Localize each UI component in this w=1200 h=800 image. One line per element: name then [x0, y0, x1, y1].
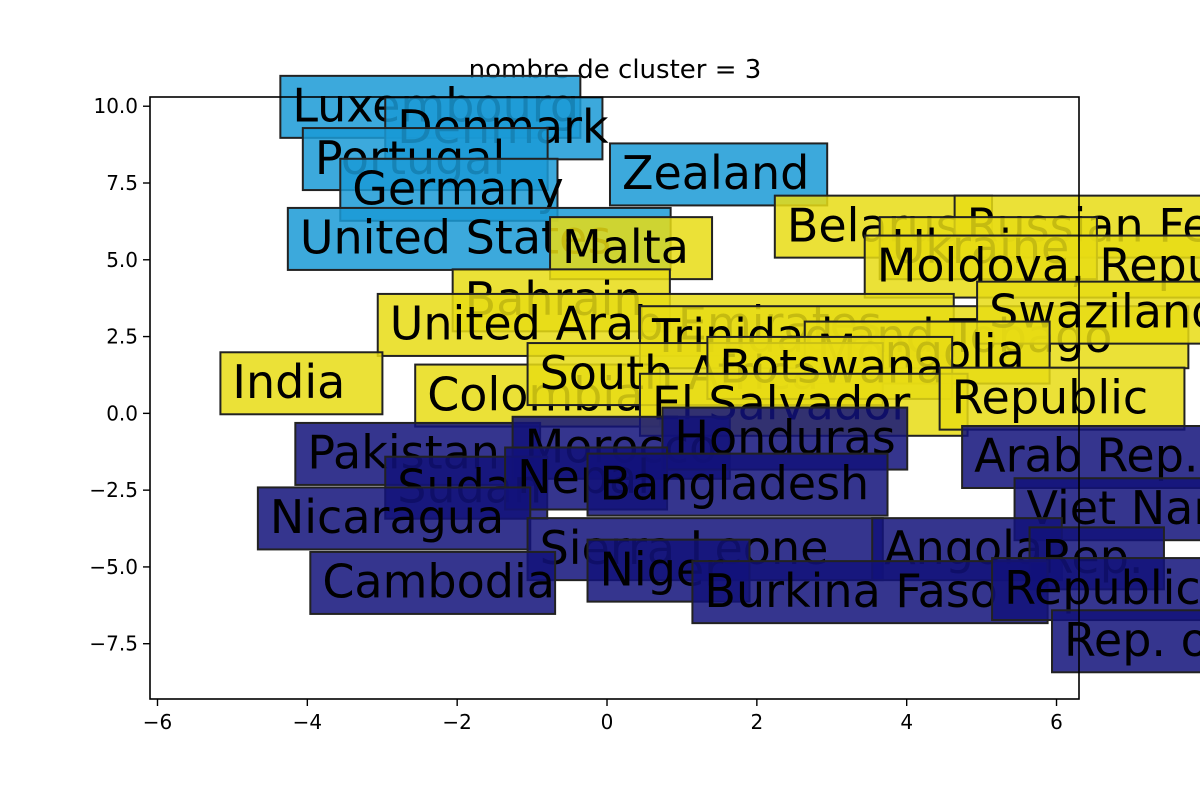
country-label: India [219, 351, 384, 416]
country-label-text: Burkina Faso [704, 564, 998, 618]
label-box [938, 366, 1186, 431]
y-tick-label: 5.0 [106, 248, 138, 272]
y-tick-label: −5.0 [89, 555, 138, 579]
country-label-text: Nicaragua [270, 490, 504, 544]
cluster-labels: LuxembourgDenmarkPortugalGermanyZealandU… [219, 74, 1200, 674]
x-tick-label: −6 [143, 710, 172, 734]
label-box [1051, 609, 1200, 674]
country-label-text: Malta [562, 220, 689, 274]
country-label: Republic [938, 366, 1186, 431]
country-label-text: Republic [952, 370, 1149, 424]
country-label-text: India [232, 355, 345, 409]
country-label-text: Republic [1004, 561, 1200, 615]
x-tick-label: 2 [750, 710, 763, 734]
x-tick-label: 6 [1050, 710, 1063, 734]
y-axis: −7.5 −5.0 −2.5 0.0 2.5 5.0 7.5 10.0 [89, 94, 150, 656]
country-label-text: Cambodia [322, 555, 555, 609]
country-label-text: Arab Rep. [974, 429, 1198, 483]
country-label-text: Rep. of [1064, 613, 1200, 667]
country-label: Zealand [608, 142, 829, 207]
x-tick-label: 0 [601, 710, 614, 734]
y-tick-label: −2.5 [89, 478, 138, 502]
plot-frame [149, 96, 1080, 700]
label-box [691, 560, 1049, 625]
label-box [256, 486, 532, 551]
label-box [219, 351, 384, 416]
country-label: Bangladesh [586, 452, 889, 517]
y-tick-label: −7.5 [89, 632, 138, 656]
y-tick-label: 2.5 [106, 325, 138, 349]
y-tick-label: 7.5 [106, 171, 138, 195]
label-box [309, 550, 557, 615]
y-tick-label: 10.0 [93, 94, 138, 118]
country-label: Republic [991, 557, 1200, 622]
y-tick-label: 0.0 [106, 401, 138, 425]
country-label: Nicaragua [256, 486, 532, 551]
x-tick-label: −2 [442, 710, 471, 734]
country-label: Burkina Faso [691, 560, 1049, 625]
country-label-text: Bangladesh [600, 456, 870, 510]
country-label-text: Germany [352, 162, 563, 216]
label-box [586, 452, 889, 517]
x-axis: −6 −4 −2 0 2 4 6 [143, 699, 1063, 734]
country-label: Rep. of [1051, 609, 1200, 674]
x-tick-label: 4 [900, 710, 913, 734]
country-label-text: Zealand [622, 146, 809, 200]
country-label: Cambodia [309, 550, 557, 615]
x-tick-label: −4 [293, 710, 322, 734]
